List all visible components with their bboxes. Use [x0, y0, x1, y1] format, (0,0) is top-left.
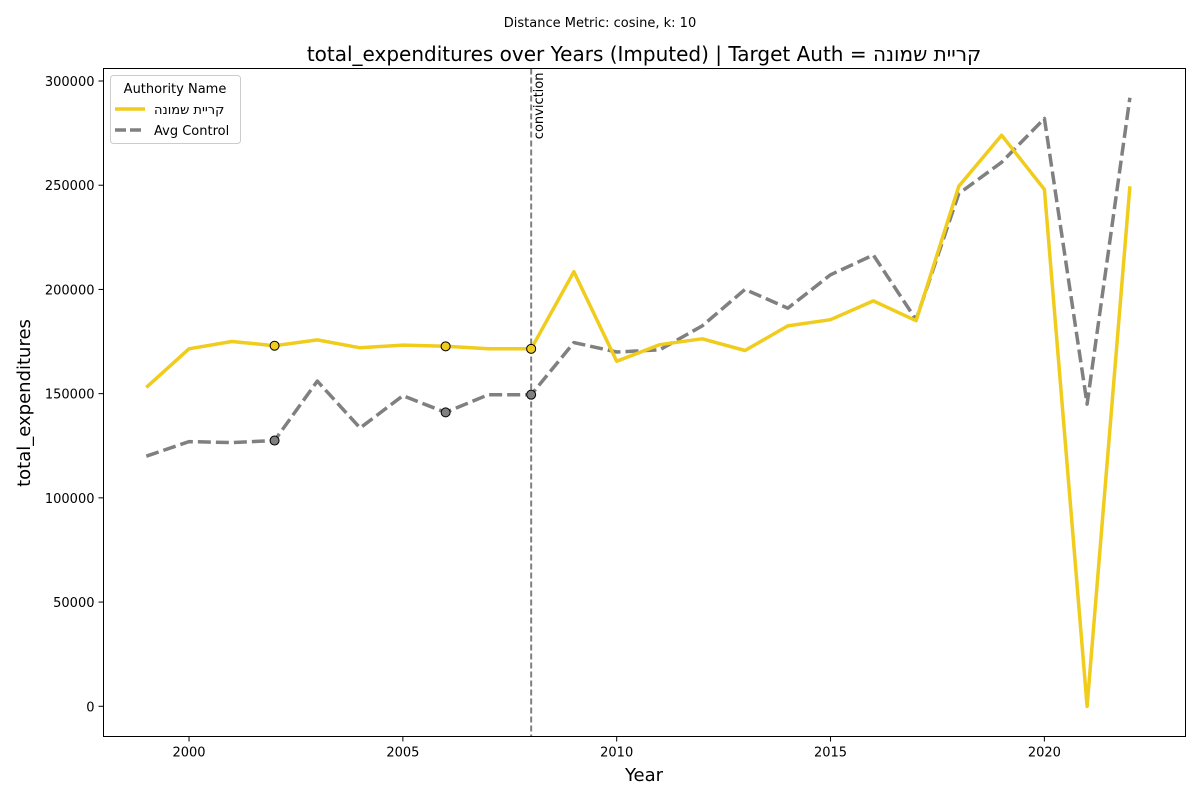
chart-suptitle: Distance Metric: cosine, k: 10	[504, 16, 696, 31]
legend-label-control: Avg Control	[154, 124, 229, 139]
x-tick-label: 2010	[600, 746, 633, 761]
y-tick-label: 50000	[53, 596, 94, 611]
legend-title: Authority Name	[124, 82, 227, 97]
y-tick-label: 150000	[45, 388, 95, 403]
y-axis: 0 50000 100000 150000 200000 250000 300000	[45, 75, 104, 715]
imputed-marker-control-2002	[269, 435, 280, 446]
x-tick-label: 2000	[172, 746, 205, 761]
plot-frame	[103, 68, 1186, 737]
y-tick-label: 300000	[45, 75, 95, 90]
imputed-marker-target-2006	[440, 341, 451, 352]
x-tick-label: 2020	[1028, 746, 1061, 761]
imputed-marker-target-2002	[269, 340, 280, 351]
x-tick-label: 2015	[814, 746, 847, 761]
legend: Authority Name קריית שמונה Avg Control	[110, 75, 241, 144]
y-axis-label: total_expenditures	[14, 319, 35, 487]
y-tick-label: 200000	[45, 283, 95, 298]
chart-title: total_expenditures over Years (Imputed) …	[307, 42, 981, 66]
plot-area: conviction	[145, 68, 1132, 737]
imputed-marker-target-2008	[526, 343, 537, 354]
x-tick-label: 2005	[386, 746, 419, 761]
imputed-marker-control-2006	[440, 407, 451, 418]
y-tick-label: 0	[86, 700, 94, 715]
legend-box	[110, 75, 241, 144]
vline-label: conviction	[532, 73, 547, 140]
legend-label-target: קריית שמונה	[154, 103, 224, 118]
y-tick-label: 100000	[45, 492, 95, 507]
x-axis-label: Year	[624, 765, 664, 786]
series-line-target	[145, 133, 1132, 709]
x-axis: 2000 2005 2010 2015 2020	[172, 736, 1061, 761]
imputed-marker-control-2008	[526, 389, 537, 400]
y-tick-label: 250000	[45, 179, 95, 194]
series-line-control	[145, 97, 1132, 458]
